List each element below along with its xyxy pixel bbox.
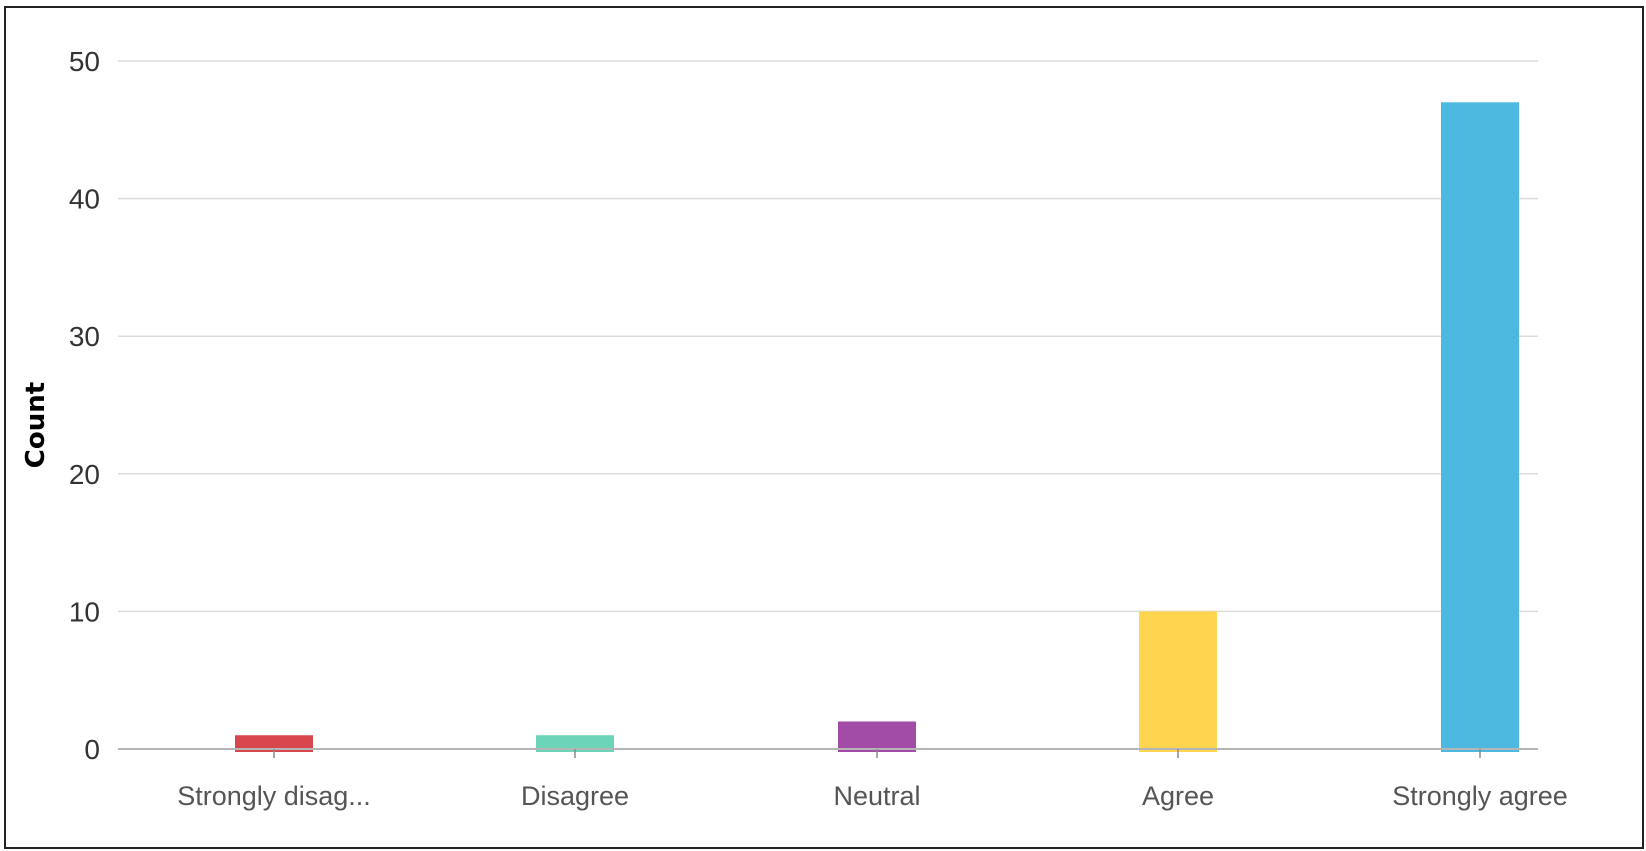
bar-1[interactable] — [536, 735, 614, 752]
axes: 0 10 20 30 40 50 Strongly disag... Disagree Neut… — [69, 46, 1568, 811]
bars — [235, 102, 1519, 752]
y-axis-title: Count — [21, 382, 51, 468]
bar-4[interactable] — [1441, 102, 1519, 752]
bar-2[interactable] — [838, 721, 916, 752]
x-tick-label-0: Strongly disag... — [177, 781, 371, 811]
x-tick-label-1: Disagree — [521, 781, 629, 811]
y-tick-label-30: 30 — [69, 321, 100, 352]
y-tick-label-0: 0 — [84, 734, 100, 765]
bar-0[interactable] — [235, 735, 313, 752]
bar-3[interactable] — [1139, 611, 1217, 752]
y-tick-label-40: 40 — [69, 184, 100, 215]
x-tick-label-2: Neutral — [833, 781, 920, 811]
y-tick-label-20: 20 — [69, 459, 100, 490]
y-tick-label-50: 50 — [69, 46, 100, 77]
x-tick-label-3: Agree — [1142, 781, 1214, 811]
y-tick-label-10: 10 — [69, 596, 100, 627]
chart-frame — [4, 6, 1644, 849]
x-tick-label-4: Strongly agree — [1392, 781, 1568, 811]
gridlines — [118, 60, 1538, 613]
